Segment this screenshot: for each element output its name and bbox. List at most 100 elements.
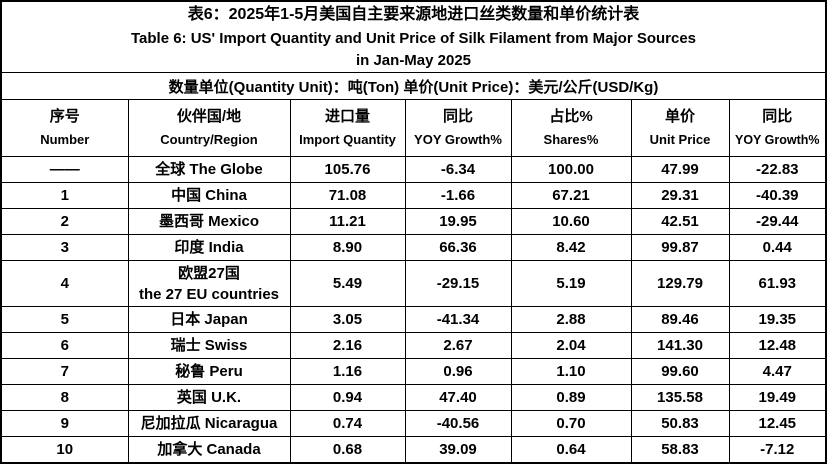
qty-yoy-value: 66.36 xyxy=(404,234,512,261)
unit-price-value: 42.51 xyxy=(630,208,730,235)
header-import-quantity: 进口量 Import Quantity xyxy=(289,99,406,157)
header-price-yoy-cn: 同比 xyxy=(762,108,793,125)
table-row-china: 1 中国 China 71.08 -1.66 67.21 29.31 -40.3… xyxy=(0,182,827,209)
share-value: 0.64 xyxy=(510,436,632,464)
header-shares-en: Shares% xyxy=(543,132,599,147)
header-number-en: Number xyxy=(40,132,90,147)
header-price-yoy: 同比 YOY Growth% xyxy=(728,99,827,157)
table-row-mexico: 2 墨西哥 Mexico 11.21 19.95 10.60 42.51 -29… xyxy=(0,208,827,235)
country-name: 英国 U.K. xyxy=(127,384,291,411)
share-value: 8.42 xyxy=(510,234,632,261)
table-row-japan: 5 日本 Japan 3.05 -41.34 2.88 89.46 19.35 xyxy=(0,306,827,333)
qty-yoy-value: -6.34 xyxy=(404,156,512,183)
unit-price-value: 29.31 xyxy=(630,182,730,209)
country-name: 日本 Japan xyxy=(127,306,291,333)
price-yoy-value: -22.83 xyxy=(728,156,827,183)
price-yoy-value: 61.93 xyxy=(728,260,827,307)
title-english: Table 6: US' Import Quantity and Unit Pr… xyxy=(130,29,697,47)
price-yoy-value: 19.35 xyxy=(728,306,827,333)
import-quantity-value: 8.90 xyxy=(289,234,406,261)
import-quantity-value: 2.16 xyxy=(289,332,406,359)
share-value: 5.19 xyxy=(510,260,632,307)
unit-price-value: 141.30 xyxy=(630,332,730,359)
table-row-uk: 8 英国 U.K. 0.94 47.40 0.89 135.58 19.49 xyxy=(0,384,827,411)
table-row-peru: 7 秘鲁 Peru 1.16 0.96 1.10 99.60 4.47 xyxy=(0,358,827,385)
header-qty-yoy: 同比 YOY Growth% xyxy=(404,99,512,157)
row-number: —— xyxy=(0,156,129,183)
qty-yoy-value: -29.15 xyxy=(404,260,512,307)
qty-yoy-value: 0.96 xyxy=(404,358,512,385)
share-value: 2.04 xyxy=(510,332,632,359)
qty-yoy-value: 19.95 xyxy=(404,208,512,235)
row-number: 3 xyxy=(0,234,129,261)
price-yoy-value: 12.48 xyxy=(728,332,827,359)
header-number-cn: 序号 xyxy=(49,108,80,125)
row-number: 10 xyxy=(0,436,129,464)
header-shares: 占比% Shares% xyxy=(510,99,632,157)
unit-price-value: 50.83 xyxy=(630,410,730,437)
share-value: 0.89 xyxy=(510,384,632,411)
unit-price-value: 89.46 xyxy=(630,306,730,333)
qty-yoy-value: 39.09 xyxy=(404,436,512,464)
row-number: 1 xyxy=(0,182,129,209)
unit-price-value: 58.83 xyxy=(630,436,730,464)
price-yoy-value: 4.47 xyxy=(728,358,827,385)
country-name: 秘鲁 Peru xyxy=(127,358,291,385)
qty-yoy-value: 2.67 xyxy=(404,332,512,359)
share-value: 10.60 xyxy=(510,208,632,235)
row-number: 8 xyxy=(0,384,129,411)
country-name: 加拿大 Canada xyxy=(127,436,291,464)
country-name: 欧盟27国 the 27 EU countries xyxy=(127,260,291,307)
import-quantity-value: 3.05 xyxy=(289,306,406,333)
header-shares-cn: 占比% xyxy=(549,108,593,125)
header-country-cn: 伙伴国/地 xyxy=(176,108,242,125)
row-number: 9 xyxy=(0,410,129,437)
country-name: 墨西哥 Mexico xyxy=(127,208,291,235)
price-yoy-value: -7.12 xyxy=(728,436,827,464)
units-note: 数量单位(Quantity Unit)：吨(Ton) 单价(Unit Price… xyxy=(0,72,827,100)
header-number: 序号 Number xyxy=(0,99,129,157)
unit-price-value: 135.58 xyxy=(630,384,730,411)
import-quantity-value: 11.21 xyxy=(289,208,406,235)
header-qty-yoy-cn: 同比 xyxy=(442,108,473,125)
price-yoy-value: 0.44 xyxy=(728,234,827,261)
import-quantity-value: 5.49 xyxy=(289,260,406,307)
price-yoy-value: -40.39 xyxy=(728,182,827,209)
country-name: 全球 The Globe xyxy=(127,156,291,183)
table-row-nicaragua: 9 尼加拉瓜 Nicaragua 0.74 -40.56 0.70 50.83 … xyxy=(0,410,827,437)
share-value: 67.21 xyxy=(510,182,632,209)
qty-yoy-value: 47.40 xyxy=(404,384,512,411)
header-price-yoy-en: YOY Growth% xyxy=(735,133,820,147)
share-value: 0.70 xyxy=(510,410,632,437)
title-period: in Jan-May 2025 xyxy=(355,51,472,69)
header-import-quantity-en: Import Quantity xyxy=(299,132,396,147)
import-quantity-value: 0.68 xyxy=(289,436,406,464)
country-name: 中国 China xyxy=(127,182,291,209)
unit-price-value: 129.79 xyxy=(630,260,730,307)
units-row: 数量单位(Quantity Unit)：吨(Ton) 单价(Unit Price… xyxy=(0,72,827,100)
import-quantity-value: 0.94 xyxy=(289,384,406,411)
unit-price-value: 99.60 xyxy=(630,358,730,385)
header-unit-price-cn: 单价 xyxy=(664,108,695,125)
row-number: 4 xyxy=(0,260,129,307)
row-number: 7 xyxy=(0,358,129,385)
qty-yoy-value: -40.56 xyxy=(404,410,512,437)
country-name: 印度 India xyxy=(127,234,291,261)
unit-price-value: 47.99 xyxy=(630,156,730,183)
price-yoy-value: -29.44 xyxy=(728,208,827,235)
table-row-globe: —— 全球 The Globe 105.76 -6.34 100.00 47.9… xyxy=(0,156,827,183)
header-unit-price: 单价 Unit Price xyxy=(630,99,730,157)
qty-yoy-value: -1.66 xyxy=(404,182,512,209)
import-quantity-value: 105.76 xyxy=(289,156,406,183)
header-import-quantity-cn: 进口量 xyxy=(324,108,370,125)
title-row: 表6：2025年1-5月美国自主要来源地进口丝类数量和单价统计表 Table 6… xyxy=(0,0,827,73)
share-value: 1.10 xyxy=(510,358,632,385)
table-row-canada: 10 加拿大 Canada 0.68 39.09 0.64 58.83 -7.1… xyxy=(0,436,827,464)
title-chinese: 表6：2025年1-5月美国自主要来源地进口丝类数量和单价统计表 xyxy=(187,5,640,23)
table-row-eu27: 4 欧盟27国 the 27 EU countries 5.49 -29.15 … xyxy=(0,260,827,307)
header-qty-yoy-en: YOY Growth% xyxy=(414,132,502,147)
import-quantity-value: 0.74 xyxy=(289,410,406,437)
share-value: 2.88 xyxy=(510,306,632,333)
